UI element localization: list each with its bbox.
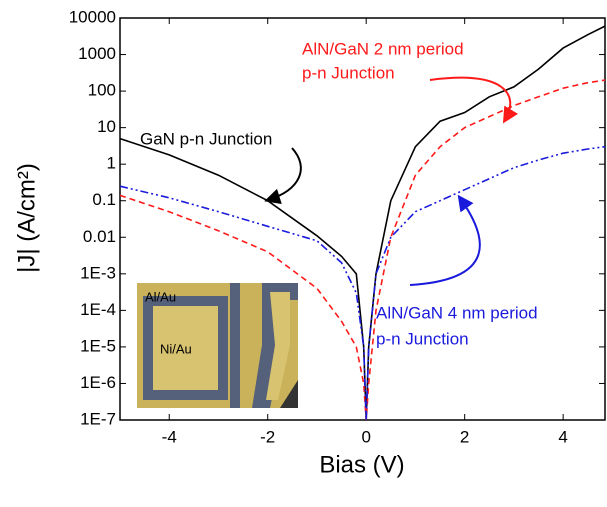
x-tick-label: 0 — [361, 427, 370, 446]
y-tick-label: 1E-6 — [80, 373, 116, 392]
x-axis-label: Bias (V) — [319, 451, 404, 478]
y-tick-label: 0.01 — [83, 227, 116, 246]
inset-label: Al/Au — [145, 289, 176, 304]
y-tick-label: 1000 — [78, 44, 116, 63]
y-tick-label: 0.1 — [92, 190, 116, 209]
y-tick-label: 1E-5 — [80, 336, 116, 355]
annotation: p-n Junction — [302, 63, 395, 82]
y-tick-label: 1E-3 — [80, 263, 116, 282]
x-tick-label: -2 — [260, 427, 275, 446]
annotation: AlN/GaN 2 nm period — [302, 39, 464, 58]
y-tick-label: 10 — [97, 117, 116, 136]
y-tick-label: 1E-7 — [80, 409, 116, 428]
y-tick-label: 1 — [107, 154, 116, 173]
x-tick-label: 2 — [460, 427, 469, 446]
annotation: p-n Junction — [376, 329, 469, 348]
data-line — [119, 79, 606, 421]
data-line — [119, 145, 606, 421]
plot-frame — [119, 17, 606, 421]
x-tick-label: -4 — [162, 427, 177, 446]
y-axis-label: |J| (A/cm²) — [13, 163, 40, 273]
y-tick-label: 10000 — [69, 7, 116, 26]
x-tick-label: 4 — [558, 427, 567, 446]
y-tick-label: 100 — [88, 81, 116, 100]
inset-pad — [153, 306, 218, 390]
annotation: GaN p-n Junction — [140, 129, 272, 148]
inset-photo: Al/Au Ni/Au — [137, 283, 298, 408]
y-tick-label: 1E-4 — [80, 300, 116, 319]
inset-corner — [280, 380, 298, 408]
annotation-arrow — [409, 194, 481, 286]
data-line — [119, 25, 606, 421]
inset-label: Ni/Au — [160, 341, 192, 356]
inset-pad — [266, 292, 290, 400]
annotation: AlN/GaN 4 nm period — [376, 303, 538, 322]
inset-strip — [230, 283, 240, 408]
plot-area — [119, 17, 606, 421]
annotation-arrow — [264, 147, 302, 205]
annotation-arrow — [429, 76, 519, 124]
